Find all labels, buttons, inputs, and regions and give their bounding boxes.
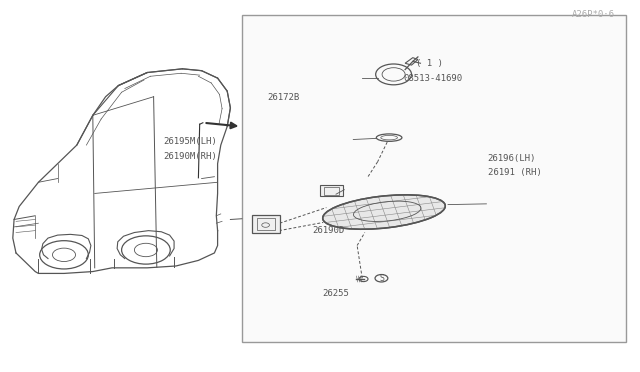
Bar xyxy=(320,185,343,196)
Bar xyxy=(242,15,626,342)
Text: 26191 (RH): 26191 (RH) xyxy=(488,169,541,177)
Text: 08513-41690: 08513-41690 xyxy=(403,74,462,83)
Text: S: S xyxy=(379,274,384,283)
Bar xyxy=(252,215,280,232)
Text: 26172B: 26172B xyxy=(268,93,300,102)
Text: 26190M(RH): 26190M(RH) xyxy=(163,152,217,161)
Text: 26195M(LH): 26195M(LH) xyxy=(163,137,217,146)
Bar xyxy=(324,187,339,195)
Text: ( 1 ): ( 1 ) xyxy=(416,60,443,68)
Text: 26255: 26255 xyxy=(322,289,349,298)
Text: 26196(LH): 26196(LH) xyxy=(488,154,536,163)
Ellipse shape xyxy=(323,195,445,229)
Text: 26190D: 26190D xyxy=(312,226,344,235)
Text: A26P*0·6: A26P*0·6 xyxy=(572,10,614,19)
Bar xyxy=(257,218,275,230)
